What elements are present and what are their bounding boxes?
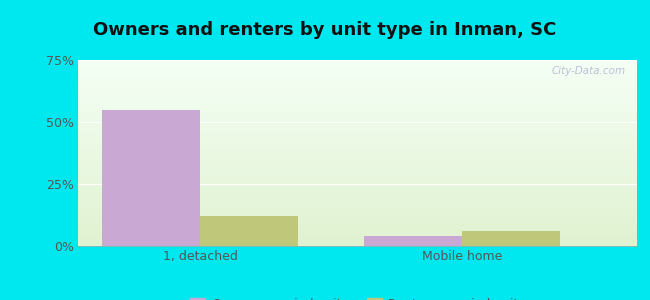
Bar bbox=[103, 110, 200, 246]
Legend: Owner occupied units, Renter occupied units: Owner occupied units, Renter occupied un… bbox=[185, 293, 530, 300]
Text: Owners and renters by unit type in Inman, SC: Owners and renters by unit type in Inman… bbox=[94, 21, 556, 39]
Bar bbox=[365, 236, 462, 246]
Bar bbox=[462, 231, 560, 246]
Text: City-Data.com: City-Data.com bbox=[552, 66, 626, 76]
Bar bbox=[200, 216, 298, 246]
